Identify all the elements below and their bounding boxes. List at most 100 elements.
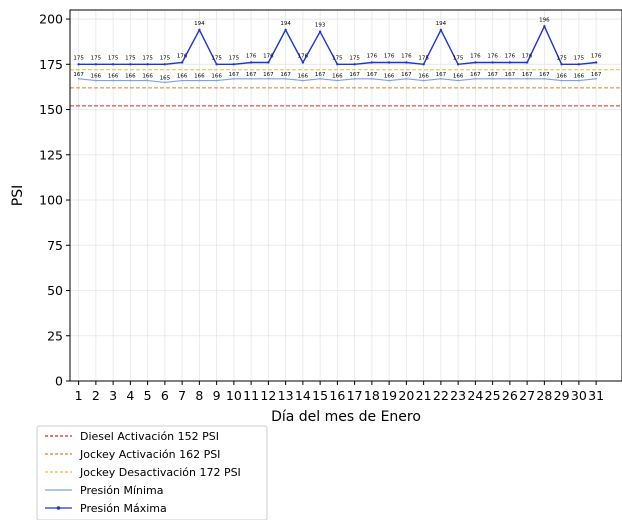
data-point	[146, 63, 149, 66]
data-label: 166	[418, 74, 429, 80]
data-label: 176	[487, 53, 498, 59]
data-point	[180, 61, 184, 64]
data-point	[94, 79, 97, 82]
x-tick-label: 4	[126, 388, 134, 403]
data-point	[439, 77, 442, 80]
data-point	[267, 61, 270, 64]
data-point	[594, 61, 598, 64]
data-label: 167	[505, 72, 516, 78]
plot-frame	[69, 9, 622, 382]
data-label: 175	[142, 55, 153, 61]
data-label: 176	[505, 53, 516, 59]
data-label: 167	[522, 72, 533, 78]
data-point	[577, 63, 581, 66]
legend-label: Diesel Activación 152 PSI	[80, 430, 219, 443]
data-point	[353, 63, 356, 66]
data-label: 175	[349, 55, 360, 61]
data-label: 166	[384, 74, 395, 80]
data-label: 167	[436, 72, 447, 78]
data-label: 175	[418, 55, 429, 61]
data-point	[301, 79, 304, 82]
y-tick-label: 150	[39, 102, 63, 117]
x-tick-label: 21	[416, 388, 432, 403]
data-point	[198, 28, 201, 32]
x-tick-label: 11	[243, 388, 259, 403]
data-point	[457, 79, 460, 82]
data-label: 167	[315, 72, 326, 78]
y-tick-label: 50	[47, 283, 63, 298]
data-label: 166	[298, 74, 309, 80]
data-point	[405, 61, 408, 64]
data-point	[595, 77, 598, 80]
data-point	[456, 63, 460, 66]
series-points	[77, 25, 598, 84]
x-tick-label: 19	[381, 388, 397, 403]
data-point	[577, 79, 580, 82]
x-tick-label: 9	[213, 388, 221, 403]
data-point	[129, 79, 132, 82]
data-point	[94, 63, 98, 66]
data-point	[215, 63, 218, 66]
data-label: 175	[91, 55, 102, 61]
x-tick-label: 17	[347, 388, 363, 403]
data-point	[405, 77, 408, 80]
x-tick-label: 7	[178, 388, 186, 403]
data-point	[249, 61, 253, 64]
data-point	[491, 61, 494, 64]
y-tick-label: 125	[39, 147, 63, 162]
x-tick-label: 31	[588, 388, 604, 403]
data-point	[198, 79, 201, 82]
data-point	[543, 77, 546, 80]
x-tick-label: 15	[312, 388, 328, 403]
data-point	[474, 61, 477, 64]
data-label: 175	[574, 55, 585, 61]
data-label: 167	[367, 72, 378, 78]
data-point	[250, 77, 253, 80]
data-label: 176	[384, 53, 395, 59]
data-point	[422, 79, 425, 82]
data-label: 176	[177, 53, 188, 59]
legend-box	[36, 425, 268, 520]
data-label: 166	[125, 74, 136, 80]
data-label: 175	[211, 55, 222, 61]
reference-lines	[70, 69, 622, 107]
x-tick-label: 6	[161, 388, 169, 403]
y-tick-label: 200	[39, 12, 63, 27]
data-point	[422, 63, 425, 66]
data-label: 176	[367, 53, 378, 59]
y-tick-label: 25	[47, 328, 63, 343]
data-label: 167	[229, 72, 240, 78]
data-label: 176	[246, 53, 257, 59]
data-label: 175	[160, 55, 171, 61]
x-tick-label: 20	[398, 388, 414, 403]
data-label: 175	[332, 55, 343, 61]
data-label: 167	[280, 72, 291, 78]
x-axis: 1 2 3 4 5 6 7 8 9 10 11 12 13 14 15 16 17 18 19 20 21 22 23 24 2…	[75, 381, 604, 403]
x-tick-label: 16	[329, 388, 345, 403]
data-point	[77, 63, 80, 66]
data-label: 166	[211, 74, 222, 80]
data-point	[353, 77, 356, 80]
data-label: 166	[108, 74, 119, 80]
legend-marker	[56, 506, 61, 510]
data-label: 175	[229, 55, 240, 61]
data-label: 166	[177, 74, 188, 80]
x-tick-label: 24	[467, 388, 483, 403]
data-point	[560, 79, 563, 82]
data-label: 166	[574, 74, 585, 80]
data-label: 175	[108, 55, 119, 61]
data-label: 167	[487, 72, 498, 78]
data-point	[163, 63, 167, 66]
data-point	[319, 77, 322, 80]
y-tick-label: 100	[39, 193, 63, 208]
data-point	[526, 77, 529, 80]
data-label: 167	[73, 72, 84, 78]
data-labels: 167 166 166 166 166 165 166 166 166 167 167 167 167 1…	[73, 17, 601, 81]
x-tick-label: 1	[75, 388, 83, 403]
data-label: 167	[263, 72, 274, 78]
legend: Diesel Activación 152 PSI Jockey Activaci…	[36, 425, 268, 520]
data-point	[560, 63, 563, 66]
data-point	[112, 79, 115, 82]
x-tick-label: 8	[195, 388, 203, 403]
data-label: 167	[246, 72, 257, 78]
